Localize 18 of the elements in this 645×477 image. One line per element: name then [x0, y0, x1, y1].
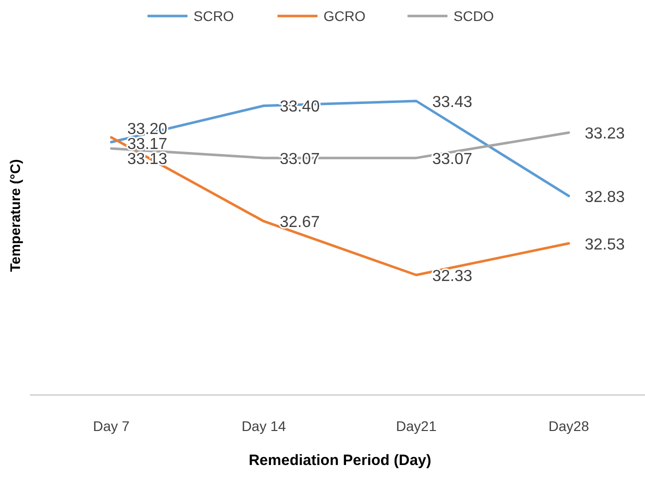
data-label: 33.23 [584, 126, 625, 143]
x-tick-label: Day28 [548, 418, 590, 434]
legend-label: SCRO [194, 8, 234, 24]
legend-label: GCRO [324, 8, 366, 24]
x-tick-label: Day 7 [92, 418, 130, 434]
x-tick-label: Day21 [396, 418, 437, 434]
data-label: 32.33 [432, 268, 472, 285]
data-label: 33.43 [432, 94, 472, 111]
data-label: 32.53 [584, 236, 625, 254]
data-label: 33.17 [127, 136, 168, 153]
data-label: 32.83 [584, 188, 625, 206]
data-label: 33.07 [432, 150, 472, 168]
y-axis-title: Temperature (°C) [7, 159, 23, 272]
data-label: 33.07 [280, 150, 320, 168]
x-tick-label: Day 14 [242, 418, 286, 434]
data-label: 32.67 [280, 214, 320, 232]
legend-label: SCDO [454, 8, 494, 24]
x-axis-title: Remediation Period (Day) [248, 452, 432, 469]
